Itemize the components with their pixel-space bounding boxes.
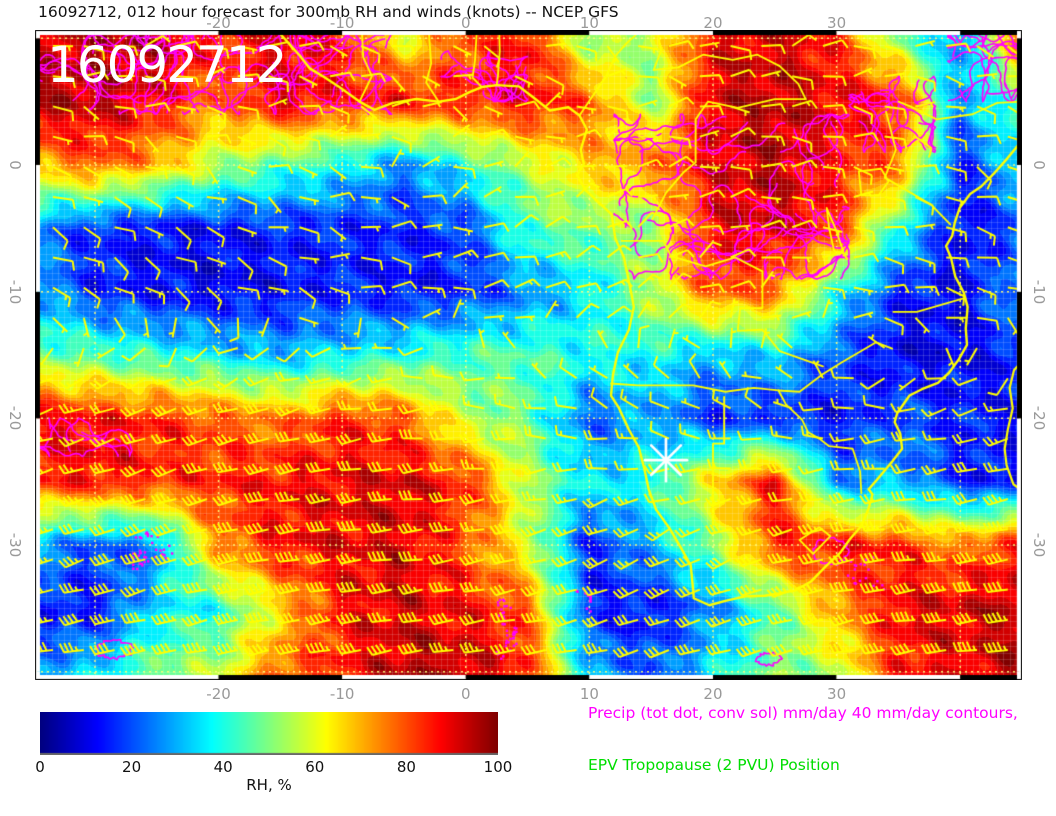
- colorbar-tick-label: 40: [213, 758, 233, 776]
- legend-epv: EPV Tropopause (2 PVU) Position: [588, 756, 840, 774]
- colorbar-tick-label: 100: [483, 758, 513, 776]
- colorbar-tick-label: 20: [122, 758, 142, 776]
- lon-tick-label: 20: [703, 685, 723, 703]
- lat-axis-right: 0 -10 -20 -30: [1026, 30, 1052, 680]
- lon-tick-label: 20: [703, 14, 723, 32]
- lon-tick-label: 0: [460, 685, 471, 703]
- lat-tick-label: -30: [6, 532, 24, 558]
- rh-colorbar: [40, 712, 498, 755]
- lat-tick-label: 0: [6, 160, 24, 170]
- run-timestamp-overlay: 16092712: [47, 36, 287, 94]
- legend-precip: Precip (tot dot, conv sol) mm/day 40 mm/…: [588, 704, 1018, 722]
- lon-tick-label: 30: [827, 685, 847, 703]
- colorbar-ticks: 0 20 40 60 80 100: [35, 758, 512, 776]
- lon-tick-label: -10: [329, 685, 355, 703]
- lat-tick-label: -10: [6, 279, 24, 304]
- lat-tick-label: -20: [1030, 406, 1048, 431]
- lon-axis-bottom: -20 -10 0 10 20 30: [35, 685, 1022, 703]
- colorbar-tick-label: 60: [305, 758, 325, 776]
- lon-axis-top: -20 -10 0 10 20 30: [35, 14, 1022, 32]
- lon-tick-label: -10: [329, 14, 355, 32]
- lat-tick-label: -20: [6, 406, 24, 431]
- rh-wind-map-canvas: [35, 30, 1022, 680]
- lon-tick-label: 10: [579, 685, 599, 703]
- colorbar-label: RH, %: [246, 776, 292, 794]
- map-area: 16092712: [35, 30, 1022, 680]
- lon-tick-label: 0: [460, 14, 471, 32]
- lat-tick-label: 0: [1030, 160, 1048, 170]
- lat-axis-left: 0 -10 -20 -30: [2, 30, 28, 680]
- lon-tick-label: -20: [206, 685, 231, 703]
- plot-title: 16092712, 012 hour forecast for 300mb RH…: [38, 3, 619, 21]
- lat-tick-label: -30: [1030, 532, 1048, 558]
- lon-tick-label: 10: [579, 14, 599, 32]
- colorbar-tick-label: 80: [396, 758, 416, 776]
- lat-tick-label: -10: [1030, 279, 1048, 304]
- lon-tick-label: 30: [827, 14, 847, 32]
- colorbar-tick-label: 0: [35, 758, 45, 776]
- lon-tick-label: -20: [206, 14, 231, 32]
